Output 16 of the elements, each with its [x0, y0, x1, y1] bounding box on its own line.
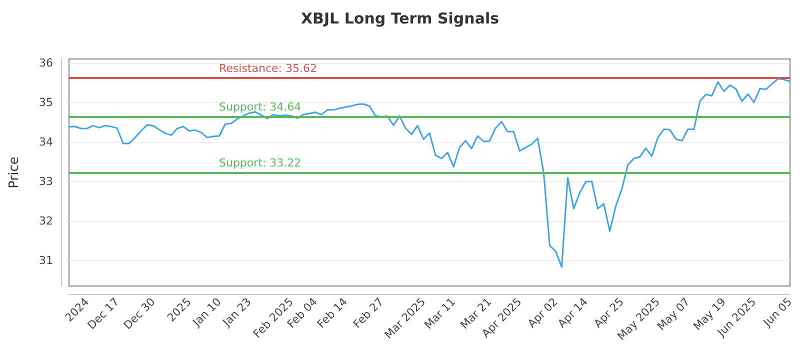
y-tick-label: 35 [39, 96, 53, 109]
y-tick-label: 32 [39, 214, 53, 228]
y-tick-label: 31 [39, 254, 53, 267]
x-tick-label: Dec 30 [121, 295, 158, 332]
y-tick-label: 34 [39, 135, 53, 148]
y-tick-label: 36 [39, 56, 53, 70]
line-series [68, 78, 791, 268]
x-tick-label: Apr 02 [525, 295, 560, 330]
ref-line-label: Resistance: 35.62 [219, 62, 317, 75]
ref-line-label: Support: 34.64 [219, 100, 302, 114]
x-tick-label: Jun 05 [760, 295, 795, 330]
y-axis-title: Price [7, 156, 22, 188]
x-tick-label: Feb 27 [350, 295, 386, 331]
ref-line-label: Support: 33.22 [219, 156, 302, 170]
chart-title: XBJL Long Term Signals [300, 10, 500, 28]
y-tick-label: 33 [39, 174, 53, 188]
